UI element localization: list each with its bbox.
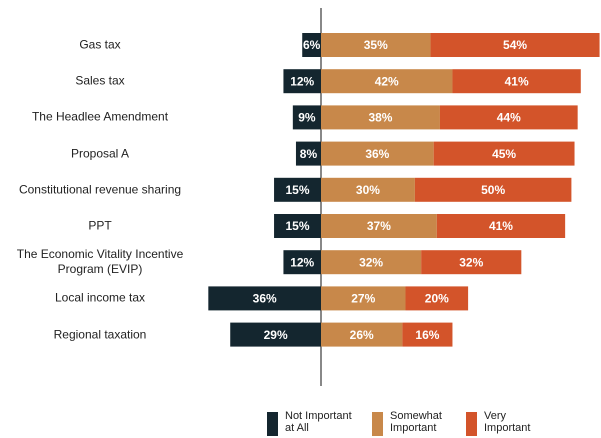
category-label: The Headlee Amendment xyxy=(31,109,169,124)
bar-segment xyxy=(321,286,406,311)
value-label: 16% xyxy=(415,328,439,342)
bar-segment xyxy=(283,69,321,94)
bar-segment xyxy=(283,250,321,275)
bar-segment xyxy=(321,177,415,202)
legend-swatch xyxy=(267,412,278,436)
value-label: 30% xyxy=(356,183,380,197)
value-label: 27% xyxy=(351,292,375,306)
value-label: 32% xyxy=(459,255,483,269)
value-label: 15% xyxy=(286,183,310,197)
value-label: 35% xyxy=(364,38,388,52)
category-label: Local income tax xyxy=(54,290,146,305)
value-label: 6% xyxy=(303,38,321,52)
bar-segment xyxy=(439,105,578,130)
bar-segment xyxy=(321,141,434,166)
bar-segment xyxy=(421,250,522,275)
bar-segment xyxy=(274,214,321,238)
value-label: 12% xyxy=(290,255,314,269)
value-label: 12% xyxy=(290,74,314,88)
value-label: 42% xyxy=(375,74,399,88)
legend-label: Somewhat Important xyxy=(390,410,442,434)
bar-segment xyxy=(292,105,321,130)
bar-segment xyxy=(433,141,575,166)
value-label: 45% xyxy=(492,147,516,161)
bar-segment xyxy=(208,286,321,311)
legend-label: Very Important xyxy=(484,410,531,434)
value-label: 36% xyxy=(365,147,389,161)
bar-segment xyxy=(430,33,600,57)
bar-segment xyxy=(295,141,321,166)
category-label: The Economic Vitality Incentive Program … xyxy=(16,247,184,277)
bar-segment xyxy=(321,322,403,347)
value-label: 9% xyxy=(298,111,316,125)
bar-segment xyxy=(321,69,453,94)
value-label: 38% xyxy=(368,111,392,125)
bar-segment xyxy=(274,177,321,202)
legend-swatch xyxy=(466,412,477,436)
value-label: 37% xyxy=(367,219,391,233)
value-label: 36% xyxy=(253,292,277,306)
bar-segment xyxy=(452,69,581,94)
bar-segment xyxy=(321,214,437,238)
bar-segment xyxy=(321,250,422,275)
value-label: 41% xyxy=(489,219,513,233)
value-label: 54% xyxy=(503,38,527,52)
value-label: 29% xyxy=(264,328,288,342)
category-label: Proposal A xyxy=(70,146,130,161)
category-label: Constitutional revenue sharing xyxy=(18,182,182,197)
bar-segment xyxy=(405,286,469,311)
bar-segment xyxy=(436,214,566,238)
legend-label: Not Important at All xyxy=(285,410,352,434)
category-label: Regional taxation xyxy=(53,327,147,342)
value-label: 8% xyxy=(300,147,318,161)
legend-swatch xyxy=(372,412,383,436)
bar-segment xyxy=(230,322,321,347)
bar-segment xyxy=(302,33,321,57)
value-label: 26% xyxy=(350,328,374,342)
value-label: 50% xyxy=(481,183,505,197)
bar-segment xyxy=(414,177,572,202)
value-label: 44% xyxy=(497,111,521,125)
bar-segment xyxy=(402,322,453,347)
category-label: PPT xyxy=(88,218,112,233)
value-label: 15% xyxy=(286,219,310,233)
bar-segment xyxy=(321,33,431,57)
category-label: Sales tax xyxy=(75,73,125,88)
value-label: 41% xyxy=(505,74,529,88)
category-label: Gas tax xyxy=(79,37,121,52)
value-label: 20% xyxy=(425,292,449,306)
bar-segment xyxy=(321,105,440,130)
value-label: 32% xyxy=(359,255,383,269)
